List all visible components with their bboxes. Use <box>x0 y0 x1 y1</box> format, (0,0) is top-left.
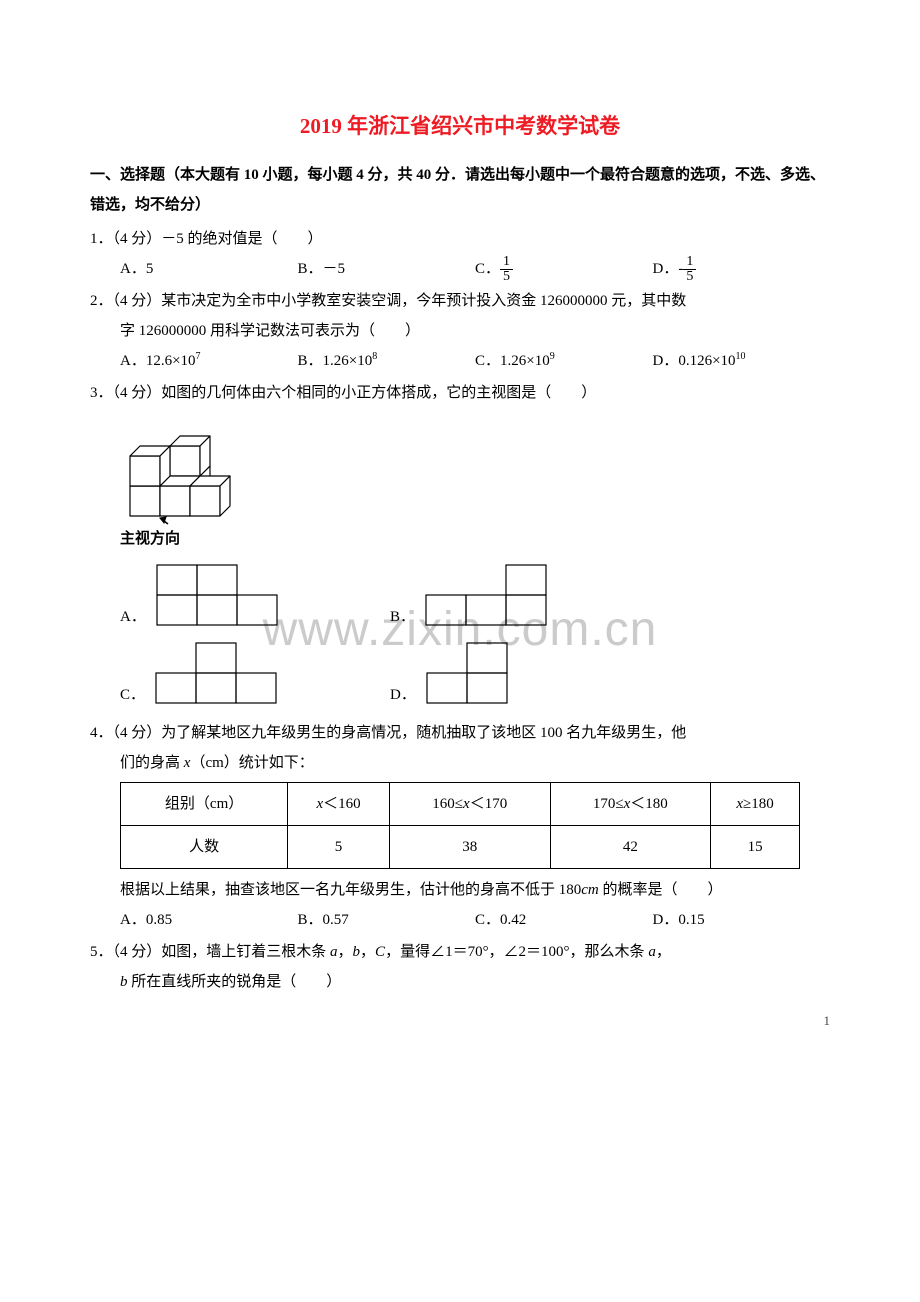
q4-option-a: A．0.85 <box>120 905 298 935</box>
q3-option-a: A． <box>120 562 390 634</box>
q1-option-b: B．－5 <box>298 254 476 284</box>
q2-option-c: C．1.26×109 <box>475 346 653 376</box>
front-view-icon <box>152 562 282 634</box>
q1-option-c: C．15 <box>475 254 653 284</box>
q4-line2: 们的身高 x（cm）统计如下： <box>90 748 830 778</box>
fraction-icon: 15 <box>683 255 696 284</box>
q3-option-b: B． <box>390 562 660 634</box>
table-header: x＜160 <box>288 783 390 826</box>
question-3: 3．（4 分）如图的几何体由六个相同的小正方体搭成，它的主视图是（ ） <box>90 378 830 712</box>
q4-option-d: D．0.15 <box>653 905 831 935</box>
q4-option-b: B．0.57 <box>298 905 476 935</box>
q1-option-d: D．-15 <box>653 254 831 284</box>
table-header-label: 组别（cm） <box>121 783 288 826</box>
table-row: 人数 5 38 42 15 <box>121 826 800 869</box>
table-header: x≥180 <box>711 783 800 826</box>
q2-option-a: A．12.6×107 <box>120 346 298 376</box>
q2-line2: 字 126000000 用科学记数法可表示为（ ） <box>90 316 830 346</box>
question-4: 4．（4 分）为了解某地区九年级男生的身高情况，随机抽取了该地区 100 名九年… <box>90 718 830 935</box>
q3-option-c: C． <box>120 640 390 712</box>
table-cell: 5 <box>288 826 390 869</box>
table-cell: 42 <box>550 826 711 869</box>
q3-caption: 主视方向 <box>120 524 830 554</box>
q4-table: 组别（cm） x＜160 160≤x＜170 170≤x＜180 x≥180 人… <box>120 782 800 869</box>
page-number: 1 <box>824 1013 831 1029</box>
front-view-icon <box>421 562 551 634</box>
section-1-header: 一、选择题（本大题有 10 小题，每小题 4 分，共 40 分．请选出每小题中一… <box>90 160 830 220</box>
exam-title: 2019 年浙江省绍兴市中考数学试卷 <box>90 110 830 140</box>
q3-stem: 3．（4 分）如图的几何体由六个相同的小正方体搭成，它的主视图是（ ） <box>90 378 830 408</box>
table-cell: 人数 <box>121 826 288 869</box>
q2-line1: 2．（4 分）某市决定为全市中小学教室安装空调，今年预计投入资金 1260000… <box>90 286 830 316</box>
q4-line1: 4．（4 分）为了解某地区九年级男生的身高情况，随机抽取了该地区 100 名九年… <box>90 718 830 748</box>
fraction-icon: 15 <box>500 255 513 284</box>
question-5: 5．（4 分）如图，墙上钉着三根木条 a，b，C，量得∠1＝70°，∠2＝100… <box>90 937 830 997</box>
q5-line2: b 所在直线所夹的锐角是（ ） <box>90 967 830 997</box>
q5-line1: 5．（4 分）如图，墙上钉着三根木条 a，b，C，量得∠1＝70°，∠2＝100… <box>90 937 830 967</box>
table-row: 组别（cm） x＜160 160≤x＜170 170≤x＜180 x≥180 <box>121 783 800 826</box>
q2-option-d: D．0.126×1010 <box>653 346 831 376</box>
q2-option-b: B．1.26×108 <box>298 346 476 376</box>
table-header: 160≤x＜170 <box>389 783 550 826</box>
q1-option-a: A．5 <box>120 254 298 284</box>
q4-option-c: C．0.42 <box>475 905 653 935</box>
front-view-icon <box>422 640 512 712</box>
q4-line3: 根据以上结果，抽查该地区一名九年级男生，估计他的身高不低于 180cm 的概率是… <box>90 875 830 905</box>
cube-assembly-icon <box>120 416 240 526</box>
q3-option-d: D． <box>390 640 660 712</box>
q3-figure: 主视方向 <box>90 416 830 554</box>
table-header: 170≤x＜180 <box>550 783 711 826</box>
table-cell: 38 <box>389 826 550 869</box>
question-2: 2．（4 分）某市决定为全市中小学教室安装空调，今年预计投入资金 1260000… <box>90 286 830 376</box>
table-cell: 15 <box>711 826 800 869</box>
q1-stem: 1．（4 分）－5 的绝对值是（ ） <box>90 224 830 254</box>
question-1: 1．（4 分）－5 的绝对值是（ ） A．5 B．－5 C．15 D．-15 <box>90 224 830 284</box>
front-view-icon <box>151 640 281 712</box>
